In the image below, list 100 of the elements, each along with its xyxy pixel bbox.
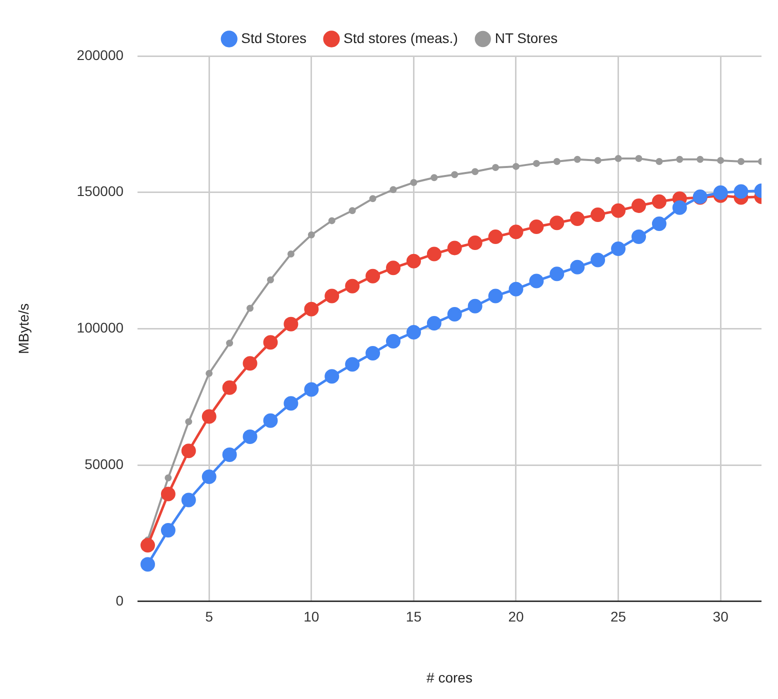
point [390,186,397,194]
point [529,219,544,234]
point [284,396,298,411]
point [570,260,585,274]
point [529,274,544,288]
point [410,179,418,186]
point [550,266,564,282]
y-tick-label: 200000 [76,46,124,63]
point [140,538,155,552]
point [713,185,728,200]
point [266,276,274,284]
legend-label: Std Stores [241,30,307,46]
point [696,156,704,163]
point [328,217,336,224]
x-tick-label: 15 [406,608,422,625]
point [672,200,687,215]
point [656,158,663,166]
point [386,260,400,276]
x-tick-label: 25 [610,608,626,625]
point [611,203,626,218]
y-axis-title: MByte/s [15,303,32,354]
point [426,316,442,330]
point [406,254,421,268]
point [263,413,278,428]
y-tick-label: 0 [116,592,124,608]
y-tick-label: 150000 [76,183,124,200]
point [140,557,155,572]
point [512,162,520,170]
point [426,246,442,262]
point [447,306,462,322]
point [635,155,642,162]
point [430,174,438,182]
point [185,418,192,426]
point [614,155,622,162]
point [246,304,254,312]
point [472,168,479,176]
point [468,298,482,314]
point [738,158,745,166]
point [287,250,294,258]
point [652,194,666,209]
point [550,216,564,230]
point [492,164,500,172]
point [345,357,360,372]
point [590,207,606,222]
point [366,346,380,360]
point [202,409,216,424]
point [304,382,319,397]
point [676,156,684,163]
x-axis-title: # cores [426,669,472,686]
point [468,236,482,250]
point [284,316,298,332]
legend-label: NT Stores [494,30,558,46]
point [160,486,176,502]
point [222,447,237,462]
x-tick-label: 20 [508,608,524,625]
point [202,470,216,484]
point [447,240,462,256]
point [206,370,213,377]
point [574,156,581,163]
point [488,230,503,244]
point [632,230,646,244]
point [263,335,278,350]
point [345,278,360,294]
point [451,171,458,178]
point [386,334,400,348]
point [734,184,748,199]
point [717,156,724,164]
point [242,429,258,444]
legend-label: Std stores (meas.) [343,30,458,46]
y-tick-label: 100000 [76,320,124,336]
point [406,324,421,340]
point [369,195,376,202]
point [553,158,560,166]
point [304,302,319,316]
point [222,380,237,395]
point [226,340,234,347]
point [508,282,524,296]
point [652,216,666,231]
point [242,356,258,371]
point [508,224,524,240]
point [181,444,196,458]
point [590,252,606,268]
point [366,268,380,284]
point [488,288,503,304]
point [181,492,196,508]
point [348,207,356,214]
point [324,369,340,384]
point [632,198,646,213]
y-tick-label: 50000 [84,456,124,472]
point [308,231,315,238]
x-tick-label: 30 [712,608,729,625]
point [532,160,540,167]
point [160,522,176,538]
point [594,156,602,164]
point [164,474,172,482]
x-tick-label: 10 [304,608,320,625]
point [570,212,585,226]
point [611,242,626,256]
x-tick-label: 5 [205,608,214,625]
point [324,288,340,304]
